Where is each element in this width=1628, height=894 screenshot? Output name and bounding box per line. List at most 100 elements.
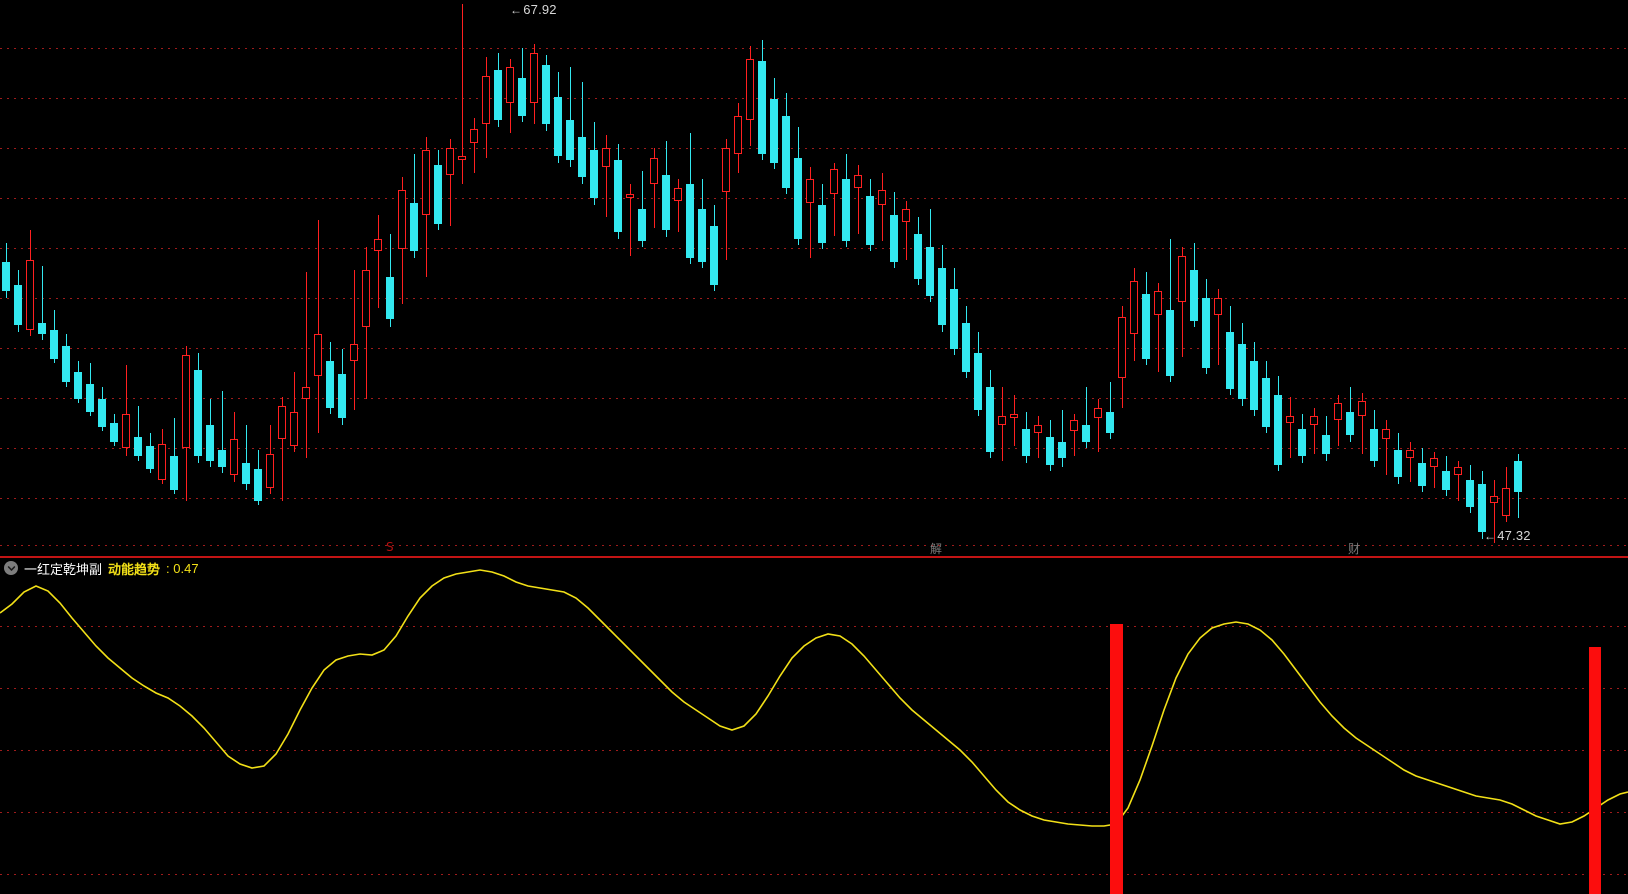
- candle-body: [1118, 316, 1126, 379]
- candle: [1118, 0, 1126, 557]
- candle: [866, 0, 874, 557]
- candle-body: [1394, 449, 1402, 478]
- candle-wick: [317, 219, 319, 434]
- candle: [1178, 0, 1186, 557]
- candle-body: [1322, 435, 1330, 455]
- candle-body: [1034, 424, 1042, 434]
- candle: [362, 0, 370, 557]
- candle: [842, 0, 850, 557]
- candle: [614, 0, 622, 557]
- candle: [974, 0, 982, 557]
- candle: [1298, 0, 1306, 557]
- signal-bar-1: [1589, 647, 1601, 894]
- candle-body: [302, 386, 310, 400]
- candle-wick: [1109, 382, 1111, 440]
- candle-body: [914, 234, 922, 279]
- candle-wick: [1433, 452, 1435, 489]
- candle: [806, 0, 814, 557]
- gridline-7: [0, 398, 1628, 399]
- candle-body: [1490, 496, 1498, 503]
- candle-body: [1106, 411, 1114, 434]
- candle: [446, 0, 454, 557]
- candle: [398, 0, 406, 557]
- candle: [194, 0, 202, 557]
- candle-wick: [1361, 392, 1363, 455]
- candle: [1346, 0, 1354, 557]
- candle: [1286, 0, 1294, 557]
- candle-body: [1346, 411, 1354, 436]
- candle-body: [1022, 428, 1030, 457]
- candle: [266, 0, 274, 557]
- candle-wick: [377, 215, 379, 309]
- candle: [518, 0, 526, 557]
- candle-body: [842, 179, 850, 241]
- candle-body: [1202, 297, 1210, 368]
- candle-body: [770, 99, 778, 163]
- indicator-series-value: : 0.47: [166, 560, 199, 576]
- candle: [914, 0, 922, 557]
- candle-wick: [1073, 414, 1075, 457]
- arrow-left-icon: ←: [510, 3, 523, 17]
- price-label-high-text: 67.92: [523, 2, 557, 17]
- candle-body: [1274, 395, 1282, 465]
- candle-wick: [605, 135, 607, 218]
- candle: [410, 0, 418, 557]
- candle-wick: [1337, 395, 1339, 446]
- candle: [1418, 0, 1426, 557]
- candle-body: [1010, 414, 1018, 419]
- candle-body: [1370, 428, 1378, 461]
- indicator-panel[interactable]: 一红定乾坤副 动能趋势 : 0.47: [0, 558, 1628, 894]
- gridline-0: [0, 48, 1628, 49]
- candle-body: [1406, 449, 1414, 459]
- candle-body: [146, 445, 154, 470]
- candle: [626, 0, 634, 557]
- candle-body: [458, 156, 466, 161]
- candle: [662, 0, 670, 557]
- candle: [314, 0, 322, 557]
- candle-wick: [677, 179, 679, 233]
- candle: [506, 0, 514, 557]
- candle-body: [1478, 483, 1486, 533]
- candle-body: [1094, 407, 1102, 419]
- candle: [278, 0, 286, 557]
- candle: [794, 0, 802, 557]
- candle-body: [674, 187, 682, 201]
- candle-body: [866, 196, 874, 245]
- candle-body: [326, 361, 334, 408]
- candle-wick: [449, 139, 451, 226]
- candle-body: [686, 183, 694, 258]
- gridline-4: [0, 248, 1628, 249]
- candle-body: [1214, 297, 1222, 315]
- candle: [890, 0, 898, 557]
- signal-marker-unlock-signal: 解: [930, 542, 943, 556]
- candle: [530, 0, 538, 557]
- gridline-5: [0, 298, 1628, 299]
- candle: [1394, 0, 1402, 557]
- candle: [290, 0, 298, 557]
- candle-body: [1454, 466, 1462, 476]
- candle-body: [1166, 310, 1174, 376]
- signal-marker-sell-signal: S: [386, 540, 394, 554]
- candle: [746, 0, 754, 557]
- candle: [1514, 0, 1522, 557]
- indicator-name-label: 一红定乾坤副: [24, 562, 103, 578]
- candle-wick: [641, 170, 643, 248]
- candle: [182, 0, 190, 557]
- candle: [86, 0, 94, 557]
- candle-wick: [473, 118, 475, 174]
- candle-body: [1502, 488, 1510, 516]
- indicator-header[interactable]: 一红定乾坤副 动能趋势 : 0.47: [0, 558, 199, 578]
- candle: [566, 0, 574, 557]
- candle-body: [38, 323, 46, 334]
- candle: [638, 0, 646, 557]
- chevron-down-icon[interactable]: [4, 561, 18, 575]
- candle-body: [626, 194, 634, 199]
- candle-wick: [1097, 399, 1099, 453]
- candle-body: [1190, 270, 1198, 322]
- candle-wick: [1457, 460, 1459, 501]
- candle-body: [1262, 378, 1270, 427]
- candle-body: [926, 247, 934, 296]
- indicator-line-chart: [0, 569, 1628, 827]
- signal-bar-0: [1110, 624, 1123, 894]
